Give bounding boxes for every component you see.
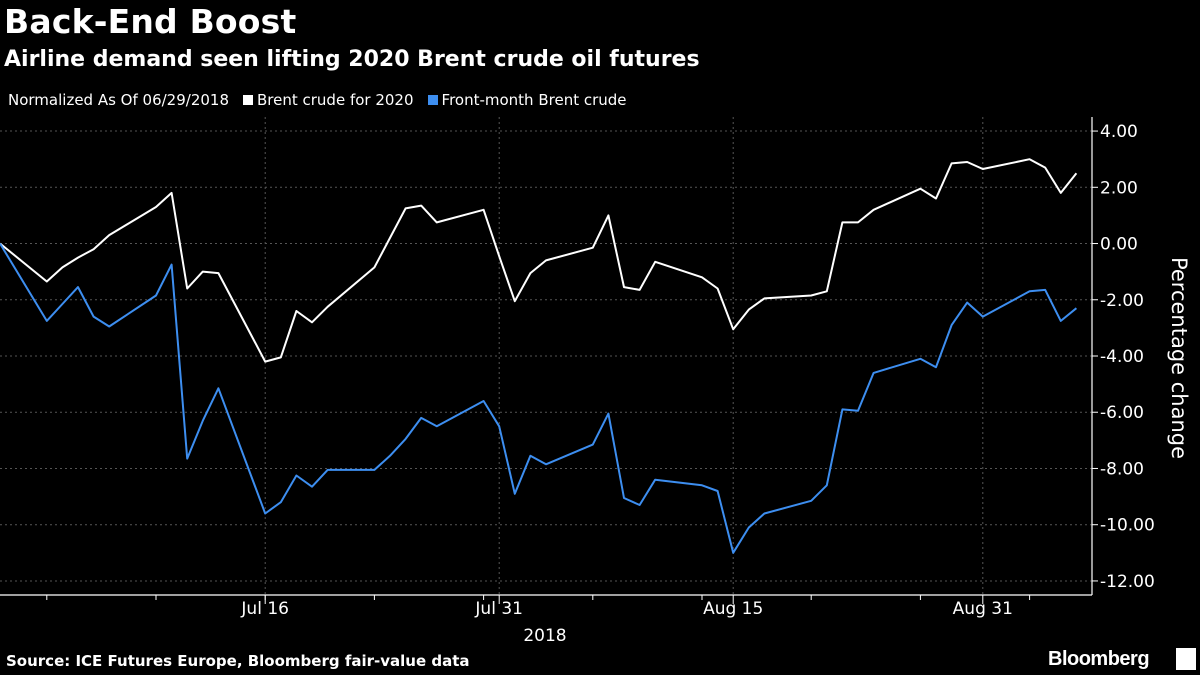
series-line-brent-2020 xyxy=(0,158,1078,363)
bloomberg-terminal-icon xyxy=(1176,648,1196,670)
y-tick-label: -4.00 xyxy=(1100,347,1144,367)
y-tick-label: -12.00 xyxy=(1100,572,1155,592)
y-tick-label: 0.00 xyxy=(1100,235,1138,255)
series-lines xyxy=(0,158,1078,554)
chart-subtitle: Airline demand seen lifting 2020 Brent c… xyxy=(4,47,700,72)
legend: Normalized As Of 06/29/2018 Brent crude … xyxy=(8,91,627,109)
source-note: Source: ICE Futures Europe, Bloomberg fa… xyxy=(6,652,470,670)
legend-item-brent-2020: Brent crude for 2020 xyxy=(243,91,414,109)
legend-item-front-month: Front-month Brent crude xyxy=(427,91,627,109)
y-tick-label: 4.00 xyxy=(1100,122,1138,142)
x-tick-label: Aug 15 xyxy=(703,599,763,619)
bloomberg-logo: Bloomberg xyxy=(1048,648,1150,670)
y-tick-label: -10.00 xyxy=(1100,516,1155,536)
chart-title: Back-End Boost xyxy=(4,2,297,41)
y-axis-label: Percentage change xyxy=(1167,257,1191,459)
x-tick-label: Jul 31 xyxy=(474,599,523,619)
grid-lines xyxy=(0,117,1092,595)
y-tick-label: -6.00 xyxy=(1100,403,1144,423)
axes: 4.00 2.00 0.00 -2.00 -4.00 -6.00 -8.00 -10.00 -1… xyxy=(0,117,1155,619)
y-tick-label: 2.00 xyxy=(1100,178,1138,198)
series-line-front-month xyxy=(0,242,1078,554)
x-tick-label: Aug 31 xyxy=(953,599,1013,619)
y-tick-label: -8.00 xyxy=(1100,459,1144,479)
x-axis-label: 2018 xyxy=(523,626,566,646)
y-tick-label: -2.00 xyxy=(1100,291,1144,311)
legend-label-front-month: Front-month Brent crude xyxy=(441,91,627,109)
legend-label-brent-2020: Brent crude for 2020 xyxy=(257,91,414,109)
legend-swatch-white xyxy=(243,95,253,105)
x-tick-label: Jul 16 xyxy=(240,599,289,619)
legend-swatch-blue xyxy=(427,95,438,105)
legend-note: Normalized As Of 06/29/2018 xyxy=(8,91,229,109)
